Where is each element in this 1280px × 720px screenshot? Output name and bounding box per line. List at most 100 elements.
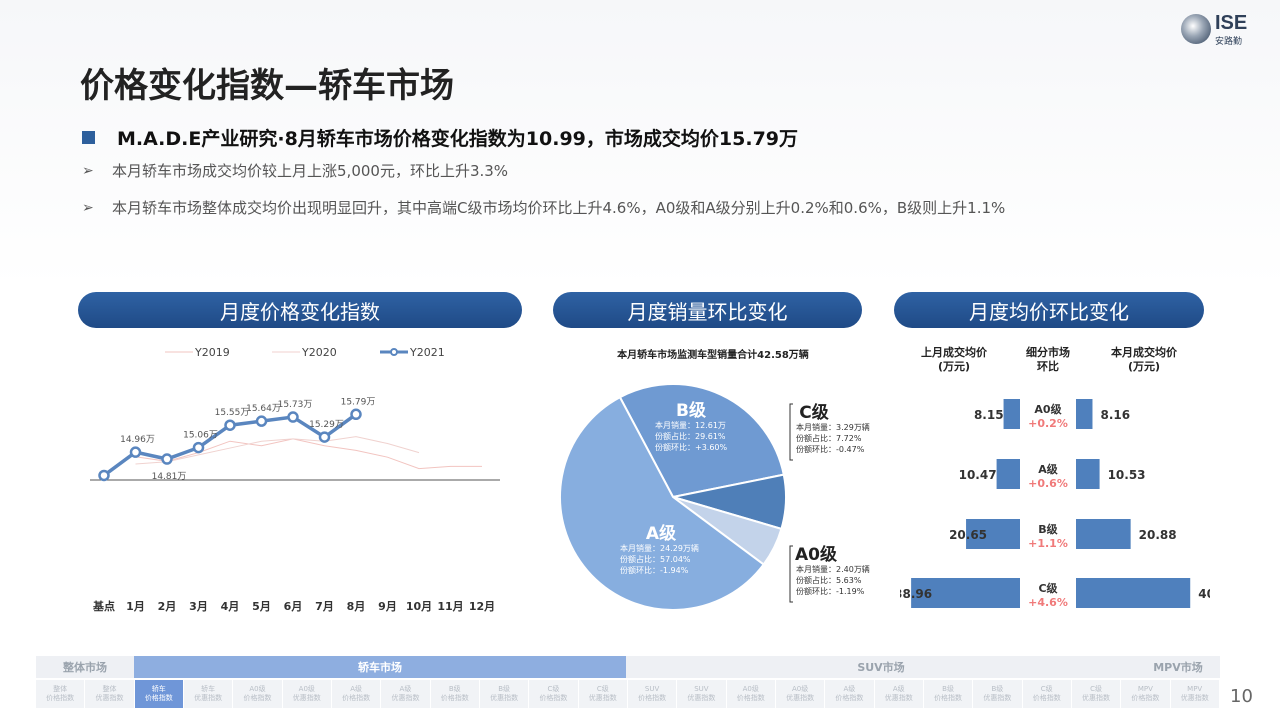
section-header-price: 月度均价环比变化	[894, 292, 1204, 328]
nav-subtab[interactable]: MPV 优惠指数	[1170, 680, 1219, 708]
chart-legend: Y2019 Y2020 Y2021	[165, 346, 445, 359]
slice-name-label: A级	[646, 523, 676, 544]
bullet-text: 本月轿车市场成交均价较上月上涨5,000元，环比上升3.3%	[112, 162, 509, 180]
this-month-value: 40.74	[1198, 587, 1210, 601]
nav-subtab[interactable]: C级 价格指数	[529, 680, 578, 708]
nav-subtab[interactable]: A0级 价格指数	[726, 680, 775, 708]
nav-subtab[interactable]: A0级 优惠指数	[775, 680, 825, 708]
nav-subtab[interactable]: A0级 价格指数	[233, 680, 282, 708]
data-point	[255, 415, 268, 427]
ise-logo: ISE 安路勤	[1181, 12, 1261, 47]
x-tick-label: 8月	[347, 600, 366, 613]
segment-label: C级	[1038, 581, 1058, 595]
nav-tab-0[interactable]: 整体市场	[36, 656, 134, 678]
data-point	[318, 431, 331, 443]
nav-subtab[interactable]: C级 优惠指数	[578, 680, 627, 708]
x-tick-label: 11月	[437, 600, 463, 613]
headline-text: M.A.D.E产业研究·8月轿车市场价格变化指数为10.99，市场成交均价15.…	[117, 128, 799, 150]
slice-detail-label: 本月销量：2.40万辆	[796, 564, 870, 574]
slice-detail-label: 本月销量：3.29万辆	[796, 422, 870, 432]
last-month-value: 20.65	[949, 528, 987, 542]
last-month-bar	[1003, 399, 1020, 429]
change-label: +1.1%	[1028, 537, 1068, 550]
bracket-line	[789, 545, 793, 603]
legend-label: Y2019	[194, 346, 230, 359]
last-month-bar	[996, 459, 1020, 489]
data-label: 15.64万	[246, 404, 281, 414]
nav-subtab[interactable]: C级 价格指数	[1022, 680, 1071, 708]
x-tick-label: 2月	[158, 600, 177, 613]
nav-subtab[interactable]: B级 优惠指数	[973, 680, 1022, 708]
legend-marker	[390, 348, 398, 356]
data-point	[192, 441, 205, 454]
arrow-bullet-icon: ➢	[82, 162, 94, 179]
nav-tab-2[interactable]: SUV市场	[626, 656, 1136, 678]
slice-detail-label: 份额占比：29.61%	[655, 431, 726, 441]
table-header: (万元)	[938, 360, 970, 373]
data-label: 15.06万	[183, 431, 218, 441]
nav-subtab[interactable]: B级 价格指数	[923, 680, 973, 708]
nav-subtab[interactable]: A0级 优惠指数	[282, 680, 331, 708]
nav-subtab[interactable]: A级 优惠指数	[381, 680, 430, 708]
data-point	[129, 446, 142, 458]
slice-name-label: B级	[676, 400, 706, 421]
pie-slice	[559, 395, 766, 611]
x-tick-label: 12月	[469, 600, 495, 613]
this-month-bar	[1076, 459, 1100, 489]
nav-subtab[interactable]: C级 优惠指数	[1071, 680, 1121, 708]
data-point	[350, 408, 362, 421]
last-month-value: 38.96	[900, 587, 932, 601]
nav-subtab[interactable]: 轿车 优惠指数	[183, 680, 233, 708]
slice-detail-label: 份额占比：57.04%	[620, 554, 691, 564]
slice-detail-label: 本月销量：12.61万	[655, 420, 726, 430]
data-label: 15.29万	[309, 420, 344, 430]
bullet-2: ➢ 本月轿车市场整体成交均价出现明显回升，其中高端C级市场均价环比上升4.6%，…	[82, 197, 1005, 218]
data-label: 15.55万	[215, 408, 250, 418]
this-month-bar	[1076, 399, 1093, 429]
square-bullet-icon	[82, 131, 95, 144]
this-month-bar	[1076, 578, 1191, 608]
data-point	[287, 411, 299, 423]
pie-chart-title: 本月轿车市场监测车型销量合计42.58万辆	[617, 348, 809, 361]
change-label: +0.6%	[1028, 477, 1068, 490]
segment-label: A0级	[1034, 402, 1062, 416]
nav-tab-3[interactable]: MPV市场	[1136, 656, 1220, 678]
nav-subtab[interactable]: SUV 价格指数	[627, 680, 677, 708]
table-header: 环比	[1037, 359, 1059, 373]
change-label: +4.6%	[1028, 596, 1068, 609]
slice-detail-label: 份额环比：-1.94%	[620, 565, 689, 575]
slice-name-label: C级	[799, 402, 828, 423]
nav-subtab[interactable]: B级 价格指数	[430, 680, 479, 708]
x-tick-label: 6月	[284, 600, 303, 613]
data-point	[224, 419, 236, 431]
nav-subtab[interactable]: 整体 优惠指数	[85, 680, 134, 708]
nav-subtab[interactable]: SUV 优惠指数	[677, 680, 726, 708]
bracket-line	[789, 403, 793, 461]
nav-tab-1[interactable]: 轿车市场	[134, 656, 626, 678]
logo-text: ISE	[1215, 12, 1248, 34]
page-title: 价格变化指数—轿车市场	[80, 66, 454, 106]
nav-subtab[interactable]: 整体 价格指数	[36, 680, 85, 708]
nav-subtab[interactable]: MPV 价格指数	[1121, 680, 1170, 708]
x-tick-label: 1月	[126, 600, 145, 613]
price-index-line-chart: Y2019 Y2020 Y2021 基点 1月 2月 3月 4月 5月 6月 7月 8月 9月 10月 1…	[90, 346, 500, 613]
nav-subtab[interactable]: A级 优惠指数	[874, 680, 923, 708]
slice-detail-label: 份额环比：+3.60%	[655, 442, 728, 452]
nav-subtab[interactable]: 轿车 价格指数	[134, 680, 183, 708]
section-header-sales: 月度销量环比变化	[553, 292, 862, 328]
nav-subtab[interactable]: A级 价格指数	[331, 680, 381, 708]
data-point	[161, 453, 173, 465]
nav-subtab[interactable]: B级 优惠指数	[479, 680, 529, 708]
legend-label: Y2020	[301, 346, 337, 359]
last-month-value: 10.47	[959, 468, 997, 482]
logo-subtext: 安路勤	[1215, 37, 1243, 47]
x-tick-label: 3月	[189, 600, 208, 613]
nav-subtab[interactable]: A级 价格指数	[825, 680, 874, 708]
segment-label: B级	[1038, 522, 1058, 536]
slice-detail-label: 份额占比：7.72%	[796, 433, 862, 443]
x-tick-label: 基点	[92, 599, 115, 613]
this-month-bar	[1076, 519, 1131, 549]
data-label: 15.73万	[278, 400, 313, 410]
this-month-value: 8.16	[1100, 408, 1130, 422]
